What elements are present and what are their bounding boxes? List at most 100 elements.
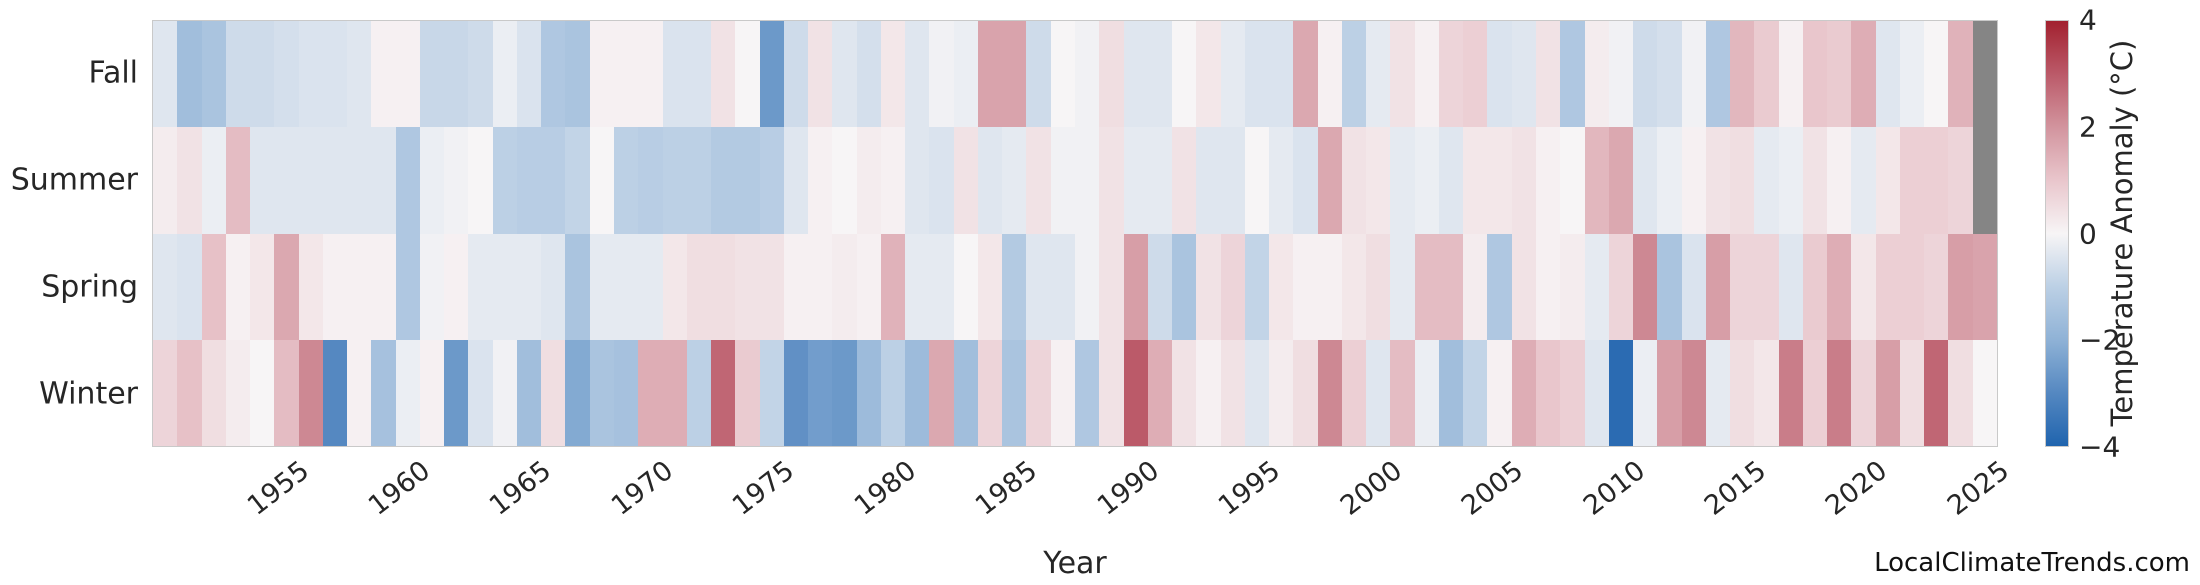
heatmap-cell bbox=[1802, 233, 1828, 340]
heatmap-cell bbox=[1050, 127, 1075, 234]
heatmap-cell bbox=[1220, 339, 1245, 446]
heatmap-cell bbox=[1778, 233, 1803, 340]
heatmap-cell bbox=[1366, 233, 1391, 340]
heatmap-cell bbox=[1899, 21, 1925, 128]
heatmap-cell bbox=[322, 339, 348, 446]
heatmap-cell bbox=[1560, 339, 1585, 446]
heatmap-cell bbox=[371, 233, 396, 340]
heatmap-cell bbox=[1972, 339, 1997, 446]
heatmap-cell bbox=[1463, 127, 1488, 234]
heatmap-cell bbox=[929, 339, 954, 446]
heatmap-cell bbox=[565, 21, 590, 128]
heatmap-cell bbox=[1754, 21, 1779, 128]
heatmap-cell bbox=[1705, 127, 1731, 234]
heatmap-cell bbox=[153, 339, 178, 446]
heatmap-cell bbox=[929, 233, 954, 340]
colorbar-gradient bbox=[2045, 20, 2069, 447]
heatmap-cell bbox=[153, 21, 178, 128]
heatmap-cell bbox=[686, 21, 712, 128]
heatmap-cell bbox=[638, 339, 663, 446]
heatmap-cell bbox=[444, 21, 469, 128]
heatmap-cell bbox=[371, 339, 396, 446]
heatmap-cell bbox=[298, 21, 323, 128]
heatmap-cell bbox=[1341, 127, 1367, 234]
heatmap-cell bbox=[1463, 21, 1488, 128]
heatmap-cell bbox=[322, 21, 348, 128]
heatmap-cell bbox=[1924, 127, 1949, 234]
heatmap-cell bbox=[1778, 127, 1803, 234]
heatmap-cell bbox=[1754, 233, 1779, 340]
heatmap-cell bbox=[541, 127, 566, 234]
heatmap-cell bbox=[783, 127, 809, 234]
heatmap-cell bbox=[832, 127, 857, 234]
heatmap-cell bbox=[1972, 21, 1997, 128]
heatmap-cell bbox=[1972, 233, 1997, 340]
heatmap-cell bbox=[711, 21, 736, 128]
heatmap-cell bbox=[1827, 233, 1852, 340]
heatmap-cell bbox=[880, 233, 906, 340]
heatmap-cell bbox=[492, 21, 517, 128]
heatmap-cell bbox=[1487, 233, 1512, 340]
heatmap-cell bbox=[1584, 127, 1609, 234]
heatmap-cell bbox=[1244, 233, 1270, 340]
heatmap-cell bbox=[468, 127, 493, 234]
y-axis-label-summer: Summer bbox=[10, 162, 138, 198]
heatmap-cell bbox=[1608, 21, 1634, 128]
heatmap-cell bbox=[1875, 339, 1900, 446]
heatmap-cell bbox=[1438, 127, 1464, 234]
heatmap-cell bbox=[1487, 339, 1512, 446]
heatmap-cell bbox=[1147, 233, 1173, 340]
heatmap-cell bbox=[1754, 127, 1779, 234]
heatmap-cell bbox=[1147, 21, 1173, 128]
heatmap-cell bbox=[929, 21, 954, 128]
heatmap-cell bbox=[201, 339, 226, 446]
heatmap-cell bbox=[274, 339, 299, 446]
heatmap-cell bbox=[1560, 127, 1585, 234]
x-tick-label: 1980 bbox=[848, 455, 922, 522]
heatmap-cell bbox=[1172, 233, 1197, 340]
heatmap-cell bbox=[250, 233, 275, 340]
heatmap-cell bbox=[444, 127, 469, 234]
heatmap-cell bbox=[1487, 127, 1512, 234]
heatmap-cell bbox=[1269, 127, 1294, 234]
heatmap-cell bbox=[832, 21, 857, 128]
heatmap-cell bbox=[977, 127, 1003, 234]
x-tick-label: 2005 bbox=[1455, 455, 1530, 522]
heatmap-cell bbox=[1705, 339, 1731, 446]
heatmap-grid bbox=[152, 20, 1998, 447]
heatmap-cell bbox=[1511, 127, 1536, 234]
heatmap-cell bbox=[1269, 21, 1294, 128]
heatmap-cell bbox=[686, 233, 712, 340]
heatmap-cell bbox=[1099, 127, 1124, 234]
heatmap-cell bbox=[250, 21, 275, 128]
heatmap-cell bbox=[1851, 21, 1876, 128]
heatmap-cell bbox=[1487, 21, 1512, 128]
heatmap-cell bbox=[1269, 233, 1294, 340]
heatmap-cell bbox=[759, 233, 784, 340]
heatmap-cell bbox=[177, 21, 202, 128]
heatmap-cell bbox=[1244, 339, 1270, 446]
heatmap-cell bbox=[419, 21, 445, 128]
heatmap-cell bbox=[1608, 233, 1634, 340]
heatmap-cell bbox=[419, 127, 445, 234]
heatmap-cell bbox=[735, 21, 760, 128]
heatmap-cell bbox=[347, 233, 372, 340]
heatmap-cell bbox=[250, 127, 275, 234]
heatmap-cell bbox=[735, 127, 760, 234]
heatmap-cell bbox=[444, 233, 469, 340]
heatmap-cell bbox=[614, 127, 639, 234]
heatmap-cell bbox=[1390, 127, 1415, 234]
heatmap-cell bbox=[1123, 233, 1148, 340]
x-tick-label: 1965 bbox=[484, 455, 558, 522]
heatmap-cell bbox=[759, 339, 784, 446]
heatmap-cell bbox=[1438, 21, 1464, 128]
x-tick-label: 1955 bbox=[241, 455, 315, 522]
heatmap-cell bbox=[1560, 21, 1585, 128]
heatmap-cell bbox=[1293, 233, 1318, 340]
heatmap-cell bbox=[1584, 339, 1609, 446]
heatmap-cell bbox=[1438, 233, 1464, 340]
x-tick-label: 1975 bbox=[727, 455, 801, 522]
heatmap-cell bbox=[905, 127, 930, 234]
heatmap-cell bbox=[1269, 339, 1294, 446]
